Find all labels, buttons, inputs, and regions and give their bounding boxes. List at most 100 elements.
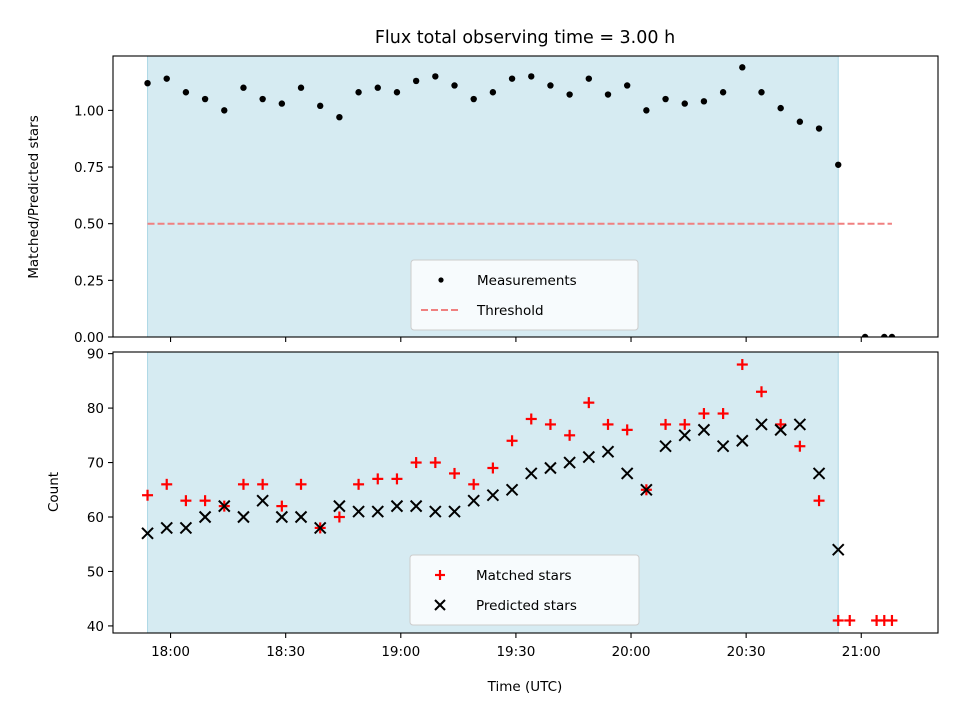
measurement-point — [470, 95, 477, 103]
predicted-star-point — [371, 505, 384, 518]
count-y-tick-label: 70 — [87, 456, 104, 472]
predicted-star-point — [659, 440, 672, 453]
matched-star-point — [295, 478, 307, 490]
measurement-point — [451, 82, 458, 89]
predicted-star-point — [218, 499, 231, 513]
ratio-y-tick-label: 0.00 — [74, 330, 104, 346]
matched-star-point — [698, 408, 710, 420]
count-legend: Matched stars Predicted stars — [409, 554, 640, 626]
matched-star-point — [372, 473, 384, 485]
matched-star-point — [621, 424, 633, 436]
count-x-tick-label: 18:30 — [266, 644, 305, 660]
measurement-point — [604, 91, 612, 98]
ratio-plot-area — [144, 64, 896, 337]
count-y-tick-label: 90 — [87, 347, 104, 363]
ratio-legend: Measurements Threshold — [410, 259, 639, 331]
matched-star-point — [468, 478, 480, 490]
measurement-point — [528, 73, 535, 80]
predicted-star-point — [755, 418, 768, 431]
matched-star-point — [813, 495, 825, 507]
count-panel: Count Time (UTC) 40 50 60 70 80 90 18:00 18:30 1… — [46, 347, 939, 695]
predicted-star-point — [736, 434, 749, 447]
ratio-y-tick-label: 0.50 — [74, 217, 104, 233]
matched-star-point — [506, 435, 518, 447]
measurement-point — [259, 95, 266, 103]
matched-star-point — [237, 478, 249, 490]
predicted-star-point — [294, 510, 308, 524]
measurement-point — [508, 75, 516, 82]
count-y-tick-label: 50 — [87, 564, 104, 580]
legend-measurement-marker — [438, 277, 444, 283]
matched-star-point — [142, 489, 154, 501]
legend-predicted-marker — [434, 599, 446, 611]
measurement-point — [585, 75, 593, 82]
matched-star-point — [602, 418, 614, 430]
matched-star-point — [199, 495, 211, 507]
matched-star-point — [886, 614, 898, 626]
measurement-point — [489, 89, 497, 96]
measurement-point — [221, 107, 228, 114]
count-x-tick-label: 19:00 — [381, 644, 420, 660]
legend-label: Matched stars — [476, 568, 572, 584]
legend-label: Predicted stars — [476, 598, 577, 614]
predicted-star-point — [678, 429, 691, 442]
predicted-star-point — [697, 423, 711, 437]
measurement-point — [623, 82, 631, 89]
matched-star-point — [257, 478, 269, 490]
matched-star-point — [844, 614, 856, 626]
measurement-point — [566, 91, 573, 98]
ratio-y-tick-label: 0.25 — [74, 273, 104, 289]
measurement-point — [240, 84, 247, 91]
x-axis-label: Time (UTC) — [487, 679, 563, 695]
measurement-point — [888, 333, 896, 337]
predicted-star-point — [525, 467, 538, 480]
measurement-point — [355, 89, 362, 96]
ratio-y-axis-label: Matched/Predicted stars — [26, 115, 42, 278]
predicted-star-point — [832, 543, 845, 556]
predicted-star-point — [716, 440, 730, 453]
measurement-point — [201, 95, 209, 103]
measurement-point — [861, 333, 869, 337]
matched-star-point — [333, 511, 345, 523]
predicted-star-point — [793, 418, 807, 431]
matched-star-point — [391, 473, 403, 485]
measurement-point — [700, 98, 708, 105]
matched-star-point — [410, 457, 422, 469]
measurement-point — [144, 79, 151, 87]
count-x-tick-label: 20:00 — [612, 644, 651, 660]
matched-star-point — [544, 418, 556, 430]
count-axes-frame — [112, 351, 939, 634]
measurement-point — [278, 100, 286, 107]
count-y-tick-label: 80 — [87, 401, 104, 417]
predicted-star-point — [333, 499, 346, 513]
predicted-star-point — [774, 423, 787, 437]
measurement-point — [881, 333, 888, 337]
measurement-point — [739, 64, 746, 71]
predicted-star-point — [179, 521, 193, 535]
measurement-point — [336, 113, 343, 121]
matched-star-point — [717, 408, 729, 420]
measurement-point — [182, 89, 190, 96]
matched-star-point — [736, 359, 748, 371]
measurement-point — [547, 82, 554, 89]
ratio-axes-frame — [112, 55, 939, 338]
legend-matched-marker — [435, 570, 445, 580]
matched-star-point — [180, 495, 192, 507]
measurement-point — [681, 100, 688, 107]
count-x-tick-label: 21:00 — [842, 644, 881, 660]
measurement-point — [719, 89, 727, 96]
measurement-point — [662, 95, 669, 103]
measurement-point — [815, 125, 823, 132]
ratio-panel: Matched/Predicted stars 0.00 0.25 0.50 0.75… — [26, 55, 939, 346]
matched-star-point — [660, 418, 672, 430]
predicted-star-point — [563, 456, 576, 469]
predicted-star-point — [275, 510, 289, 524]
measurement-point — [643, 107, 650, 114]
predicted-star-point — [160, 521, 173, 535]
count-y-axis-label: Count — [46, 472, 62, 512]
predicted-star-point — [256, 494, 269, 507]
measurement-point — [297, 84, 305, 91]
count-x-tick-label: 18:00 — [151, 644, 190, 660]
matched-star-point — [276, 500, 288, 512]
ratio-y-tick-label: 0.75 — [74, 160, 104, 176]
